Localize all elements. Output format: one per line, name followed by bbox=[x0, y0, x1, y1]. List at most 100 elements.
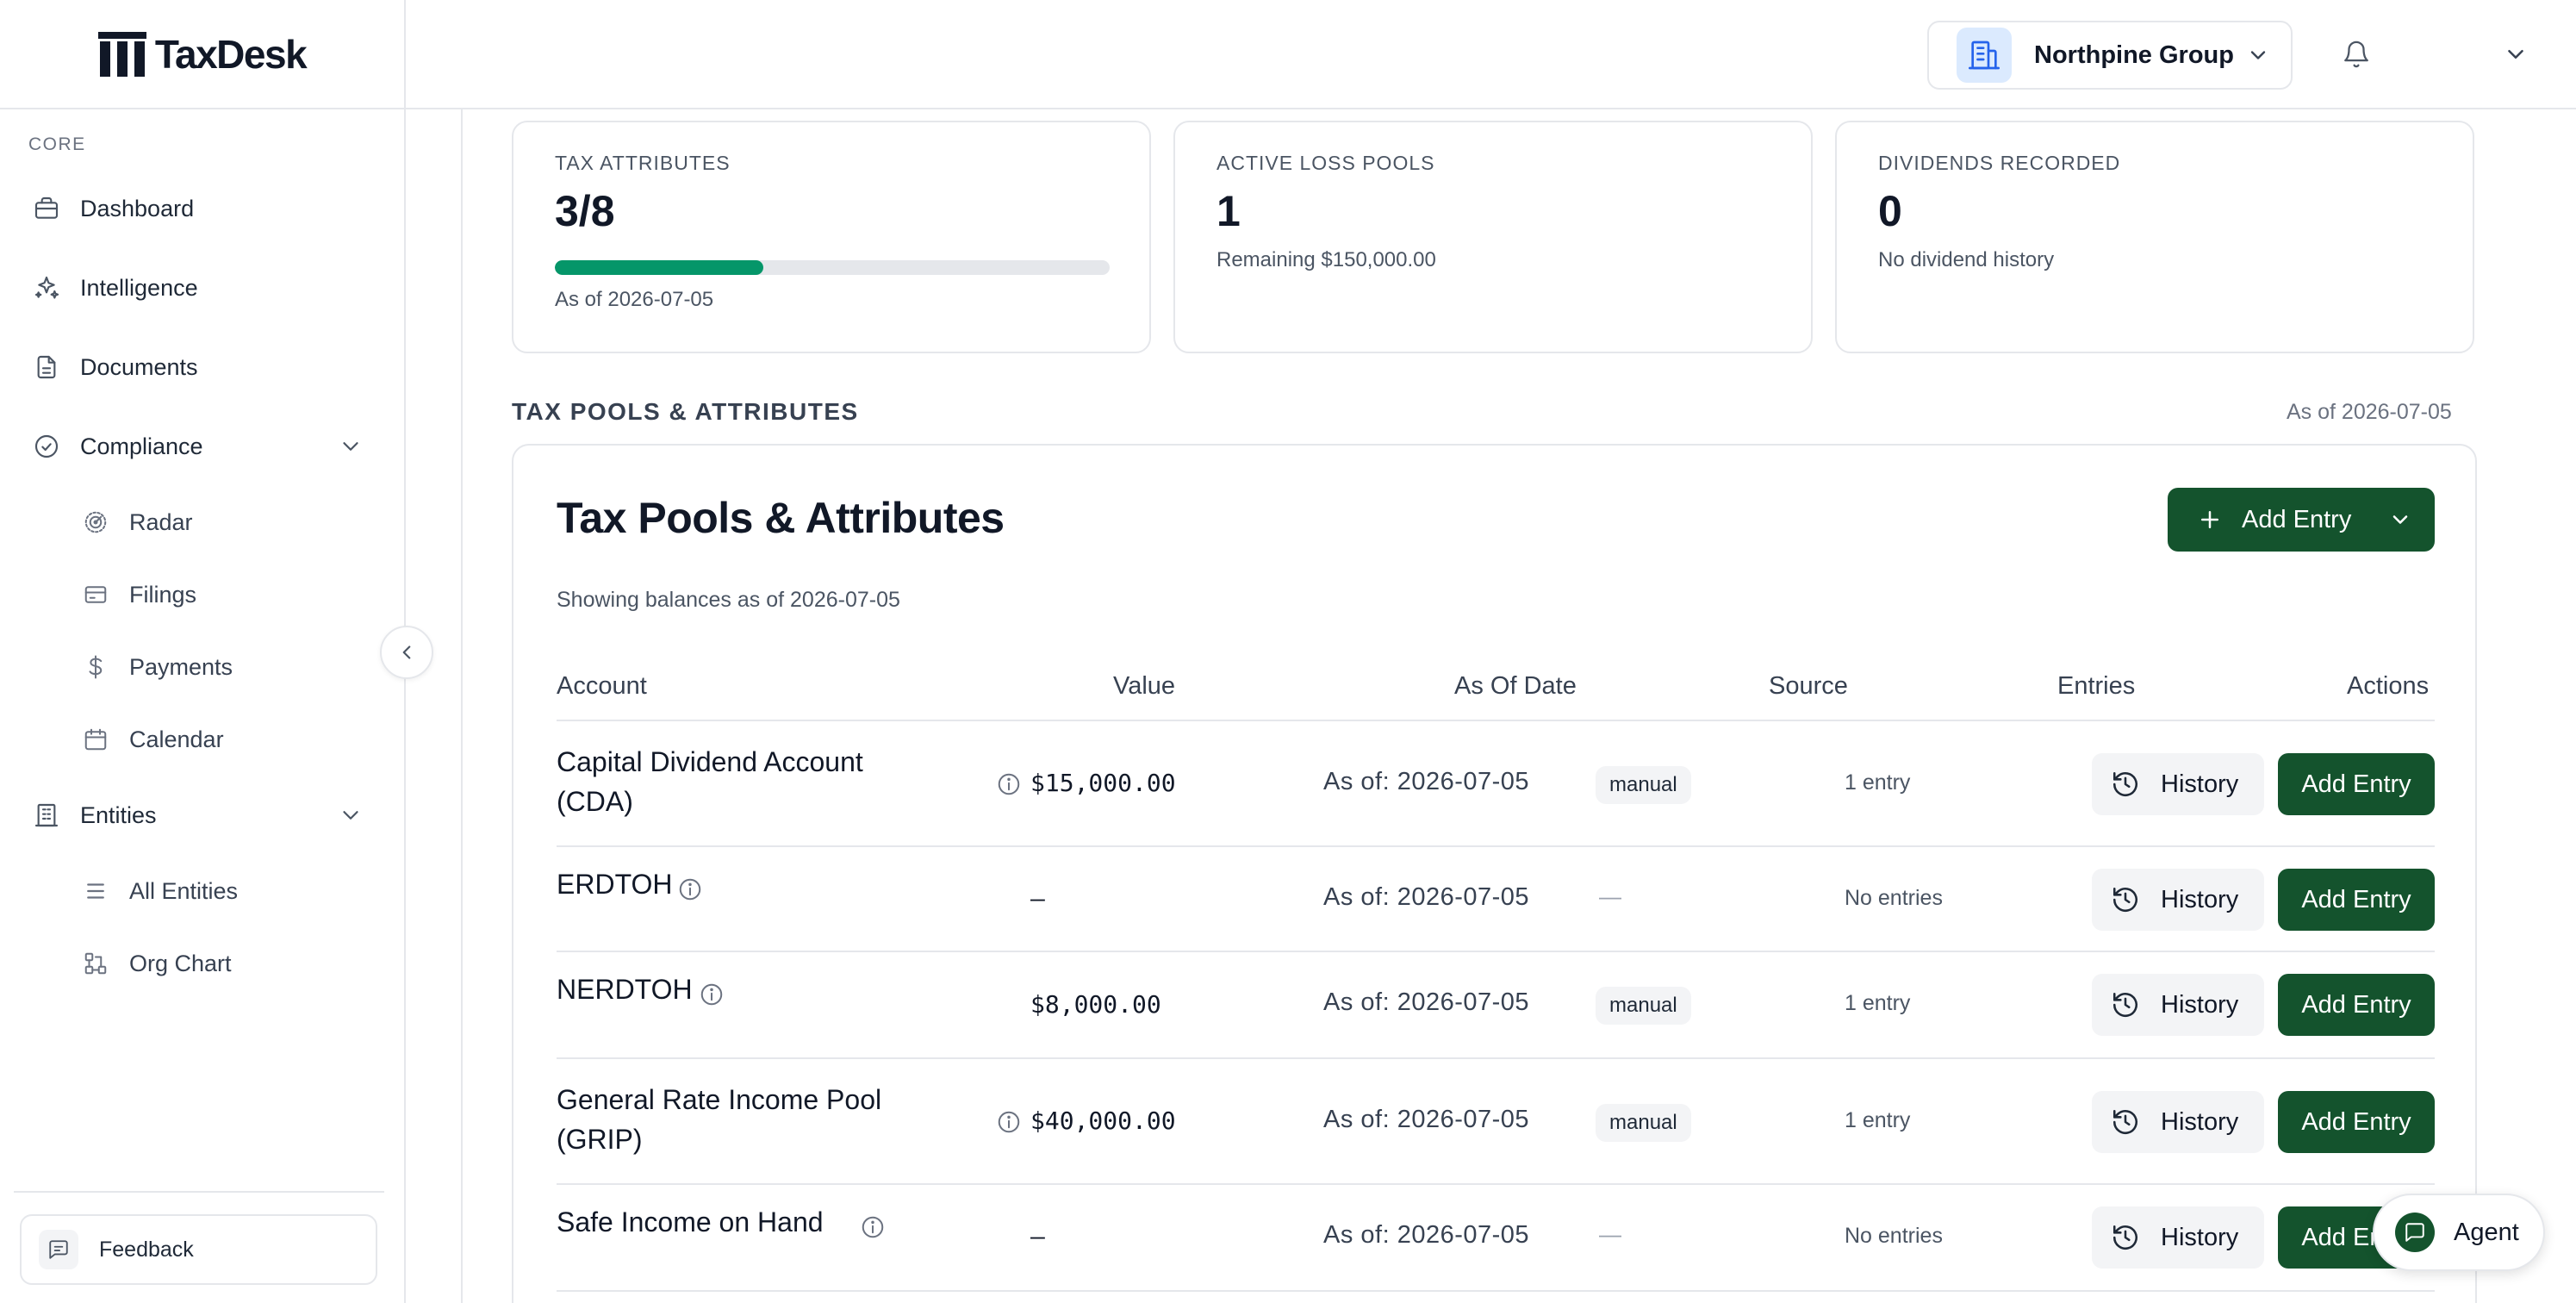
stat-sub: No dividend history bbox=[1878, 248, 2055, 271]
entries-count: 1 entry bbox=[1845, 991, 1911, 1015]
sidebar-subitem-label: Filings bbox=[129, 581, 197, 608]
stat-sub: Remaining $150,000.00 bbox=[1216, 248, 1436, 271]
tax-pools-card: Tax Pools & Attributes Add Entry Showing… bbox=[512, 444, 2477, 1303]
add-entry-button[interactable]: Add Entry bbox=[2278, 974, 2435, 1036]
sidebar-subitem-org-chart[interactable]: Org Chart bbox=[0, 939, 379, 988]
calendar-icon bbox=[84, 728, 107, 751]
column-header-value[interactable]: Value bbox=[1113, 672, 1176, 700]
sidebar-subitem-all-entities[interactable]: All Entities bbox=[0, 867, 379, 915]
message-square-icon bbox=[39, 1230, 78, 1269]
account-line-1: General Rate Income Pool bbox=[557, 1084, 882, 1115]
feedback-button[interactable]: Feedback bbox=[20, 1214, 377, 1285]
add-entry-button[interactable]: Add Entry bbox=[2278, 869, 2435, 931]
history-icon bbox=[2112, 1109, 2138, 1135]
sidebar-subitem-filings[interactable]: Filings bbox=[0, 570, 379, 619]
history-button[interactable]: History bbox=[2092, 1091, 2264, 1153]
sidebar-subitem-label: All Entities bbox=[129, 877, 239, 904]
bell-icon[interactable] bbox=[2342, 40, 2371, 69]
info-icon[interactable] bbox=[996, 1109, 1022, 1135]
sidebar-subitem-label: Org Chart bbox=[129, 950, 232, 976]
history-button[interactable]: History bbox=[2092, 1206, 2264, 1269]
info-icon[interactable] bbox=[996, 771, 1022, 797]
stat-card-active-loss-pools: ACTIVE LOSS POOLS 1 Remaining $150,000.0… bbox=[1173, 121, 1813, 353]
column-header-account[interactable]: Account bbox=[557, 672, 647, 700]
history-button[interactable]: History bbox=[2092, 753, 2264, 815]
add-entry-dropdown-button[interactable]: Add Entry bbox=[2168, 488, 2435, 552]
add-entry-label: Add Entry bbox=[2301, 770, 2411, 798]
agent-button[interactable]: Agent bbox=[2373, 1194, 2545, 1271]
account-line-1: ERDTOH bbox=[557, 869, 673, 900]
sidebar-subitem-payments[interactable]: Payments bbox=[0, 643, 379, 691]
filings-icon bbox=[84, 586, 107, 603]
entries-count: No entries bbox=[1845, 1224, 1943, 1248]
chevron-down-icon bbox=[343, 811, 358, 820]
history-label: History bbox=[2161, 770, 2239, 798]
dollar-icon bbox=[89, 655, 103, 679]
stat-card-dividends-recorded: DIVIDENDS RECORDED 0 No dividend history bbox=[1835, 121, 2474, 353]
user-menu-chevron-icon[interactable] bbox=[2503, 41, 2529, 67]
sidebar-subitem-calendar[interactable]: Calendar bbox=[0, 715, 379, 764]
account-value: $8,000.00 bbox=[1030, 990, 1161, 1019]
entries-count: 1 entry bbox=[1845, 1108, 1911, 1132]
table-row: NERDTOH $8,000.00 As of: 2026-07-05 manu… bbox=[557, 952, 2435, 1059]
account-name: NERDTOH bbox=[557, 969, 693, 1009]
org-chart-icon bbox=[84, 952, 107, 975]
add-entry-label: Add Entry bbox=[2242, 505, 2352, 533]
account-line-1: Capital Dividend Account bbox=[557, 746, 863, 777]
stat-value: 3/8 bbox=[555, 187, 615, 235]
account-name: Capital Dividend Account (CDA) bbox=[557, 742, 863, 821]
list-icon bbox=[87, 883, 104, 899]
sidebar-item-compliance[interactable]: Compliance bbox=[0, 421, 379, 472]
sidebar-item-label: Dashboard bbox=[80, 195, 195, 221]
history-label: History bbox=[2161, 1107, 2239, 1136]
account-name: ERDTOH bbox=[557, 864, 673, 904]
org-building-icon bbox=[1957, 28, 2012, 83]
sparkles-icon bbox=[34, 276, 59, 299]
stat-value: 1 bbox=[1216, 187, 1241, 235]
history-label: History bbox=[2161, 885, 2239, 913]
add-entry-button[interactable]: Add Entry bbox=[2278, 753, 2435, 815]
sidebar-subitem-radar[interactable]: Radar bbox=[0, 498, 379, 546]
account-as-of: As of: 2026-07-05 bbox=[1323, 1106, 1530, 1133]
agent-label: Agent bbox=[2454, 1218, 2519, 1246]
sidebar-item-entities[interactable]: Entities bbox=[0, 789, 379, 841]
account-value: – bbox=[1030, 884, 1045, 913]
column-header-entries[interactable]: Entries bbox=[2057, 672, 2136, 700]
app-logo[interactable]: TaxDesk bbox=[0, 0, 404, 109]
sidebar-item-label: Entities bbox=[80, 801, 157, 828]
info-icon[interactable] bbox=[699, 982, 725, 1007]
check-circle-icon bbox=[34, 434, 59, 458]
column-header-as-of-date[interactable]: As Of Date bbox=[1454, 672, 1577, 700]
briefcase-icon bbox=[34, 196, 59, 219]
tax-attributes-progress-bar bbox=[555, 260, 1110, 275]
content-rail bbox=[461, 109, 463, 1303]
sidebar-divider bbox=[14, 1191, 384, 1193]
table-header-divider bbox=[557, 720, 2435, 721]
history-button[interactable]: History bbox=[2092, 974, 2264, 1036]
nav-section-label: CORE bbox=[28, 134, 86, 154]
stat-card-tax-attributes: TAX ATTRIBUTES 3/8 As of 2026-07-05 bbox=[512, 121, 1151, 353]
collapse-sidebar-button[interactable] bbox=[380, 626, 433, 679]
stat-kicker: DIVIDENDS RECORDED bbox=[1878, 152, 2121, 174]
account-name: Safe Income on Hand bbox=[557, 1202, 824, 1242]
info-icon[interactable] bbox=[860, 1214, 886, 1240]
source-badge: manual bbox=[1596, 987, 1691, 1025]
history-icon bbox=[2112, 1225, 2138, 1250]
sidebar-item-dashboard[interactable]: Dashboard bbox=[0, 183, 379, 234]
chevron-down-icon bbox=[2250, 51, 2266, 59]
org-switcher[interactable]: Northpine Group bbox=[1927, 21, 2293, 90]
info-icon[interactable] bbox=[677, 876, 703, 902]
chevron-down-icon bbox=[2392, 515, 2408, 524]
building-icon bbox=[34, 803, 59, 827]
table-row: Capital Dividend Account (CDA) $15,000.0… bbox=[557, 721, 2435, 847]
column-header-source[interactable]: Source bbox=[1769, 672, 1848, 700]
add-entry-button[interactable]: Add Entry bbox=[2278, 1091, 2435, 1153]
history-button[interactable]: History bbox=[2092, 869, 2264, 931]
account-value: $40,000.00 bbox=[1030, 1107, 1176, 1135]
sidebar-item-intelligence[interactable]: Intelligence bbox=[0, 262, 379, 314]
sidebar-item-documents[interactable]: Documents bbox=[0, 341, 379, 393]
app-name: TaxDesk bbox=[154, 31, 308, 77]
add-entry-label: Add Entry bbox=[2301, 1107, 2411, 1136]
history-icon bbox=[2112, 771, 2138, 797]
sidebar-item-label: Compliance bbox=[80, 433, 203, 459]
